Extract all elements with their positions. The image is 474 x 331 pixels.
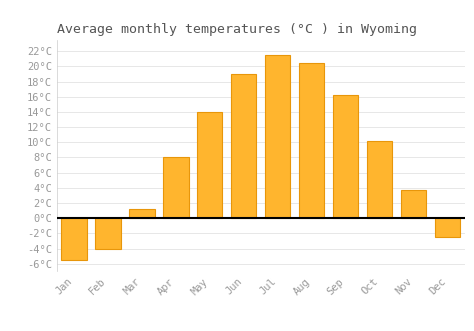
Bar: [333, 95, 358, 218]
Bar: [61, 218, 87, 260]
Bar: [367, 141, 392, 218]
Bar: [163, 158, 189, 218]
Bar: [231, 74, 256, 218]
Bar: [435, 218, 460, 237]
Text: Average monthly temperatures (°C ) in Wyoming: Average monthly temperatures (°C ) in Wy…: [57, 23, 417, 36]
Bar: [299, 63, 324, 218]
Bar: [197, 112, 222, 218]
Bar: [265, 55, 291, 218]
Bar: [401, 190, 426, 218]
Bar: [129, 209, 155, 218]
Bar: [95, 218, 120, 249]
